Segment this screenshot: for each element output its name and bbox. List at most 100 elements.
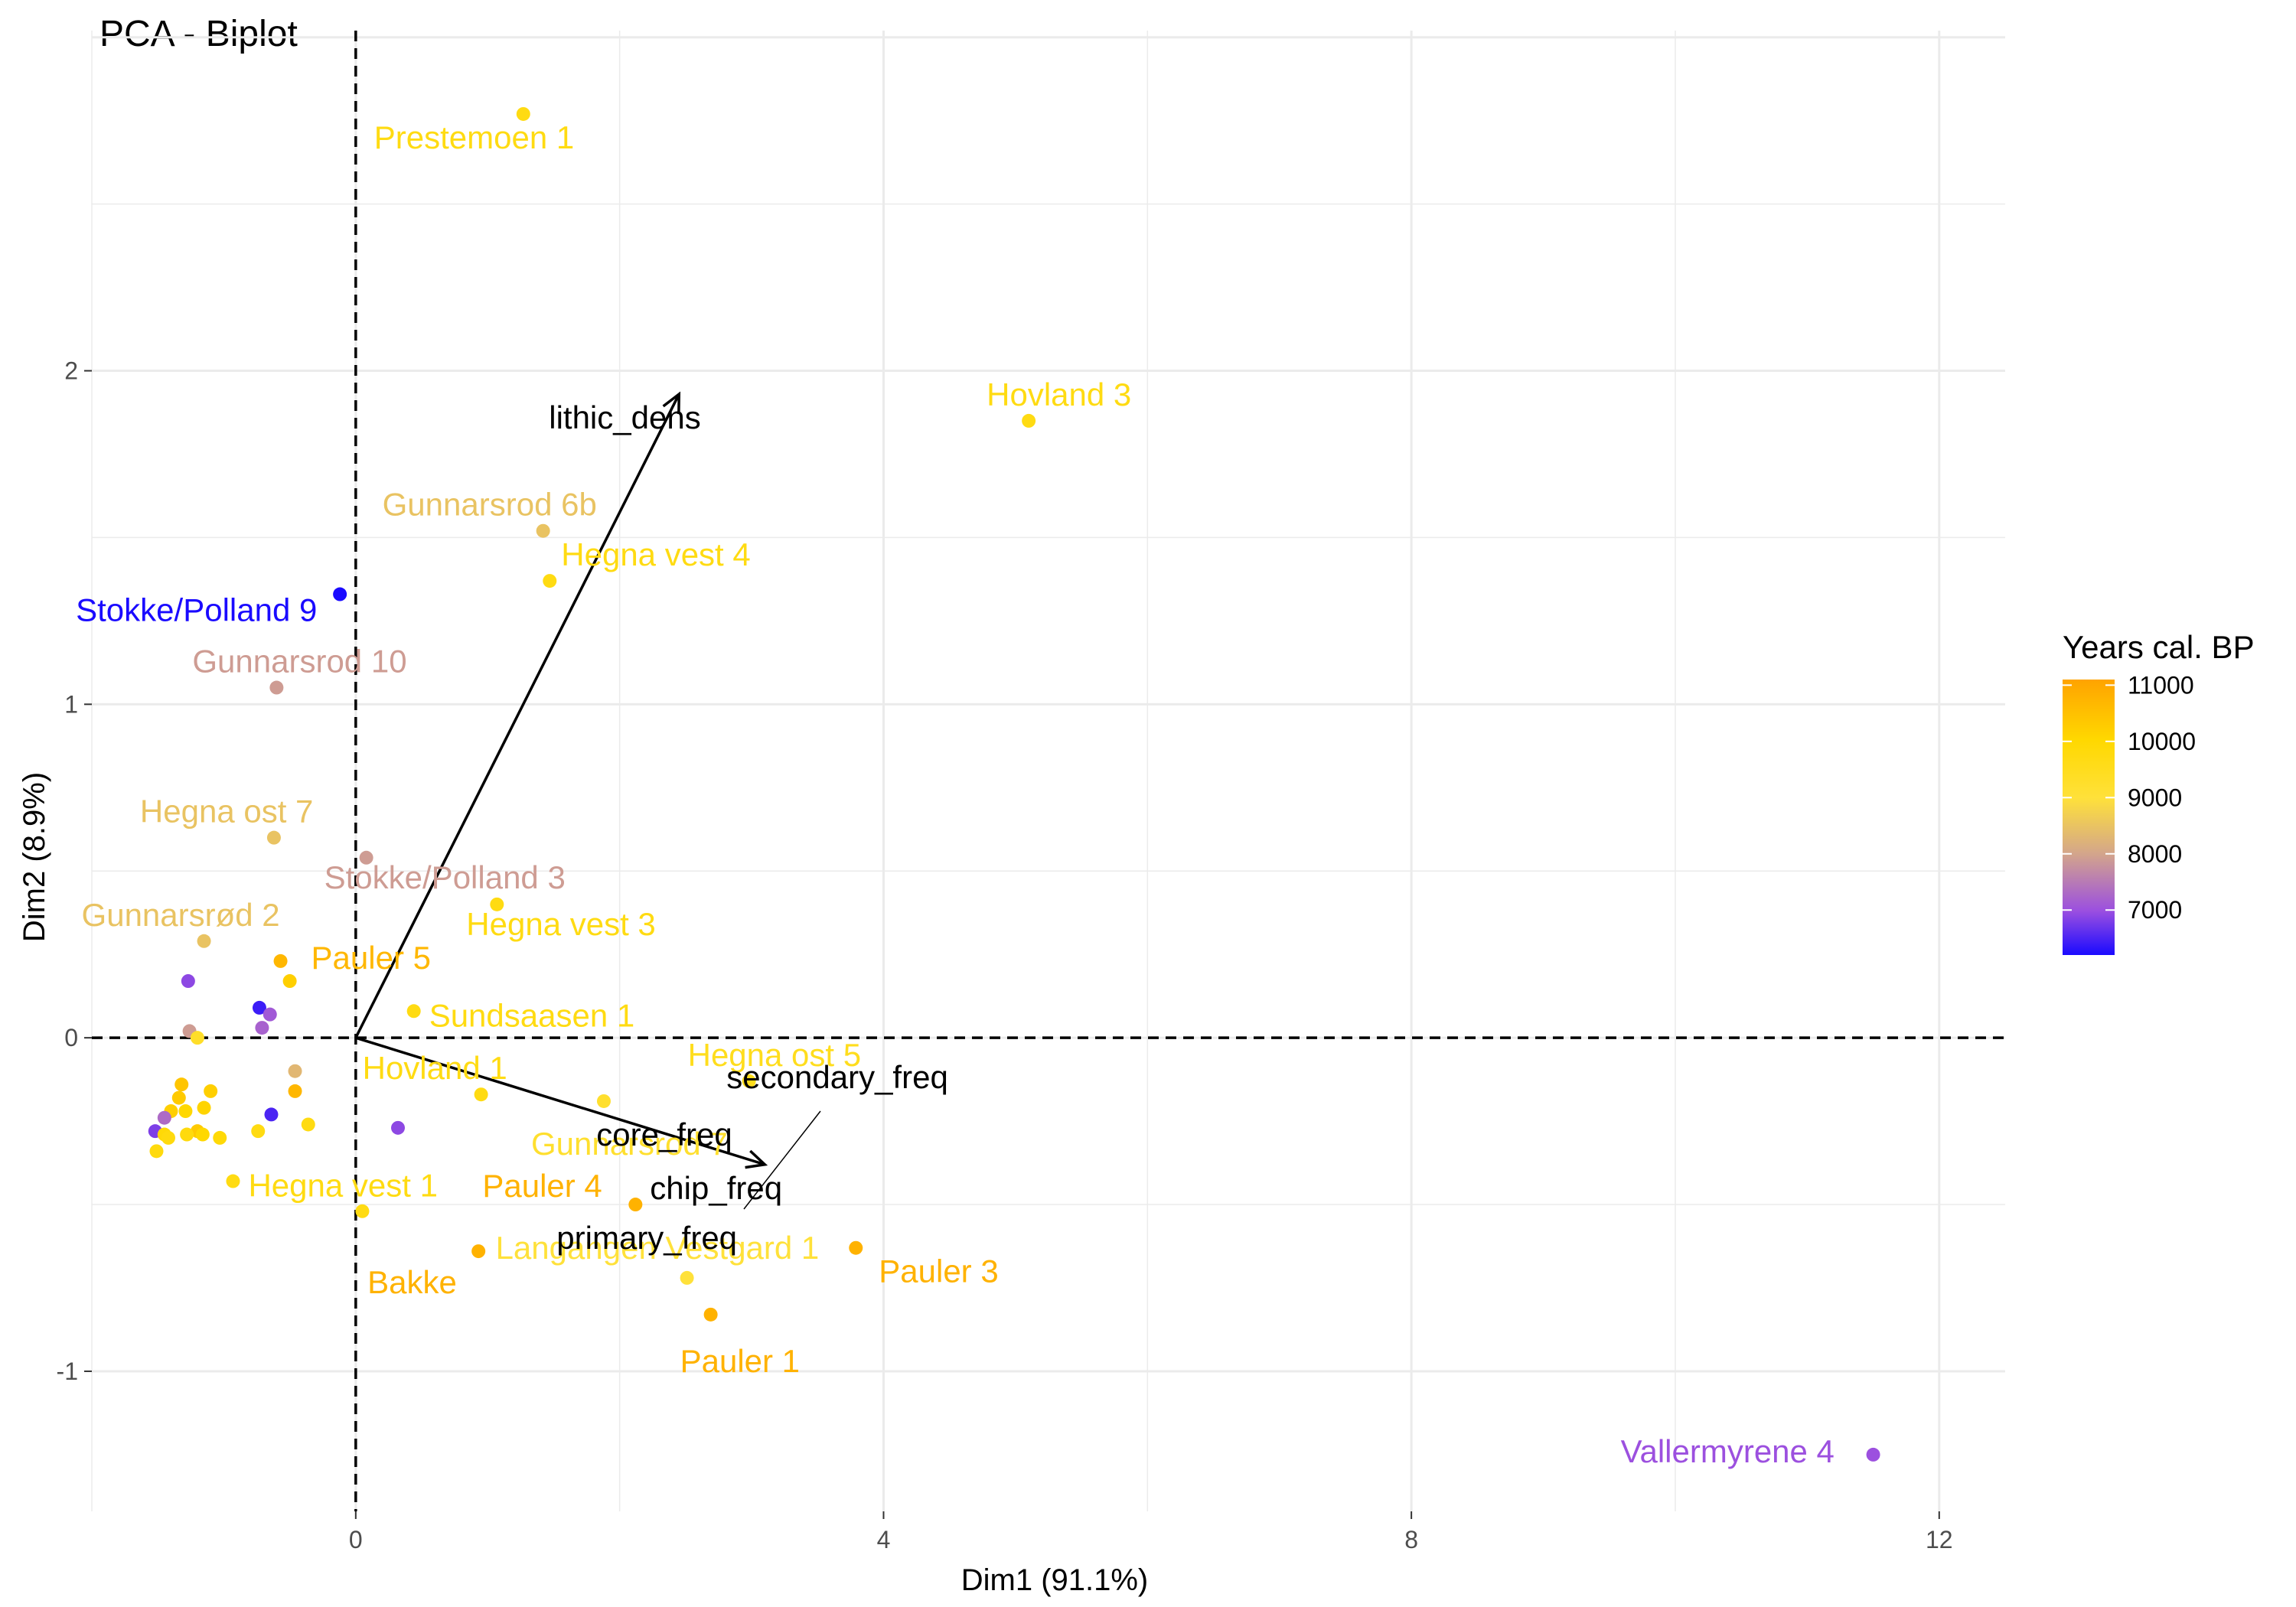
variable-label: core_freq xyxy=(596,1116,732,1152)
label-leader-line xyxy=(743,1110,821,1210)
point-label: Stokke/Polland 3 xyxy=(325,859,566,895)
data-point xyxy=(252,1000,266,1015)
legend-tick-label: 10000 xyxy=(2128,728,2196,755)
legend-ticks: 7000 8000 9000 10000 11000 xyxy=(2063,671,2196,924)
point-label: Bakke xyxy=(367,1264,457,1300)
variable-labels: lithic_dens secondary_freq core_freq chip_f… xyxy=(549,399,948,1256)
x-tick-label: 4 xyxy=(877,1526,891,1553)
data-point xyxy=(1866,1447,1880,1462)
data-point xyxy=(178,1104,193,1119)
point-label: Gunnarsrød 2 xyxy=(82,897,280,933)
data-point xyxy=(516,106,530,121)
arrow-head xyxy=(745,1149,768,1169)
point-label: Hegna vest 1 xyxy=(248,1168,438,1204)
data-point xyxy=(190,1031,204,1045)
data-point xyxy=(391,1120,405,1135)
data-point xyxy=(255,1021,269,1035)
data-point xyxy=(180,1127,194,1142)
data-point xyxy=(264,1107,279,1122)
data-point xyxy=(263,1007,277,1022)
data-point xyxy=(161,1130,175,1145)
y-tick-label: -1 xyxy=(57,1358,78,1385)
y-tick-label: 0 xyxy=(64,1024,78,1051)
data-point xyxy=(596,1094,611,1108)
y-axis-ticks: -1 0 1 2 xyxy=(57,357,92,1385)
data-point xyxy=(195,1127,210,1142)
point-label: Gunnarsrod 6b xyxy=(383,487,597,523)
point-label: Hegna ost 5 xyxy=(688,1037,861,1073)
point-label: Stokke/Polland 9 xyxy=(76,592,317,628)
variable-label: chip_freq xyxy=(650,1170,782,1206)
variable-arrows xyxy=(354,391,768,1169)
point-label: Gunnarsrod 10 xyxy=(192,644,406,680)
data-point xyxy=(288,1064,302,1078)
point-label: Hegna vest 3 xyxy=(466,906,656,942)
variable-label: primary_freq xyxy=(556,1220,737,1256)
data-point xyxy=(251,1124,266,1139)
data-point xyxy=(628,1198,643,1212)
point-label: Prestemoen 1 xyxy=(374,119,574,155)
x-axis-ticks: 0 4 8 12 xyxy=(349,1511,1953,1553)
data-point xyxy=(474,1087,488,1102)
y-tick-label: 2 xyxy=(64,357,78,385)
arrow-head xyxy=(662,391,681,415)
variable-label: lithic_dens xyxy=(549,399,700,435)
data-point xyxy=(269,680,284,695)
legend-title: Years cal. BP xyxy=(2063,629,2255,665)
legend-tick-label: 9000 xyxy=(2128,784,2182,811)
point-label: Pauler 5 xyxy=(311,940,431,976)
data-point xyxy=(536,523,550,538)
legend-colorbar xyxy=(2063,680,2115,955)
data-point xyxy=(273,953,288,968)
variable-arrow xyxy=(355,1036,765,1166)
data-point xyxy=(359,850,373,865)
x-axis-title: Dim1 (91.1%) xyxy=(961,1563,1149,1597)
data-point xyxy=(471,1244,486,1259)
data-point xyxy=(149,1144,164,1159)
y-axis-title: Dim2 (8.9%) xyxy=(18,772,51,942)
data-point xyxy=(543,574,557,588)
variable-label: secondary_freq xyxy=(726,1059,948,1095)
data-point xyxy=(157,1110,171,1125)
data-point xyxy=(849,1240,863,1255)
x-tick-label: 12 xyxy=(1926,1526,1953,1553)
data-point xyxy=(742,1074,756,1088)
point-label: Hegna vest 4 xyxy=(561,536,751,572)
data-point xyxy=(333,587,347,601)
data-point xyxy=(680,1270,694,1285)
data-point xyxy=(703,1307,718,1322)
point-label: Hovland 1 xyxy=(363,1050,507,1086)
point-label: Langangen Vestgard 1 xyxy=(496,1230,820,1266)
data-point xyxy=(171,1090,186,1105)
point-label: Vallermyrene 4 xyxy=(1621,1433,1835,1469)
color-legend: Years cal. BP 7000 8000 9000 10000 11000 xyxy=(2063,629,2255,955)
point-label: Pauler 3 xyxy=(879,1253,998,1289)
data-points xyxy=(148,106,1880,1462)
data-point xyxy=(288,1084,302,1098)
data-point xyxy=(197,1100,211,1115)
point-label: Sundsaasen 1 xyxy=(429,997,635,1033)
data-point xyxy=(490,897,504,911)
point-label: Pauler 4 xyxy=(482,1168,602,1204)
data-point xyxy=(282,974,297,989)
data-point xyxy=(226,1174,240,1188)
point-label: Pauler 1 xyxy=(680,1343,800,1379)
data-point xyxy=(204,1084,218,1098)
legend-tick-label: 11000 xyxy=(2128,671,2194,699)
data-point xyxy=(181,974,195,989)
y-tick-label: 1 xyxy=(64,690,78,718)
data-point xyxy=(1022,413,1036,428)
data-point xyxy=(174,1077,189,1092)
point-label: Hovland 3 xyxy=(987,376,1131,412)
data-point xyxy=(197,934,211,948)
x-tick-label: 0 xyxy=(349,1526,363,1553)
data-point xyxy=(213,1130,227,1145)
point-label: Hegna ost 7 xyxy=(140,794,314,830)
point-labels: Prestemoen 1 Hovland 3 Gunnarsrod 6b Hegna … xyxy=(76,119,1835,1469)
data-point xyxy=(406,1004,421,1019)
data-point xyxy=(266,830,281,845)
legend-tick-label: 7000 xyxy=(2128,896,2182,924)
point-label: Gunnarsrod 7 xyxy=(531,1126,728,1162)
legend-tick-label: 8000 xyxy=(2128,840,2182,868)
